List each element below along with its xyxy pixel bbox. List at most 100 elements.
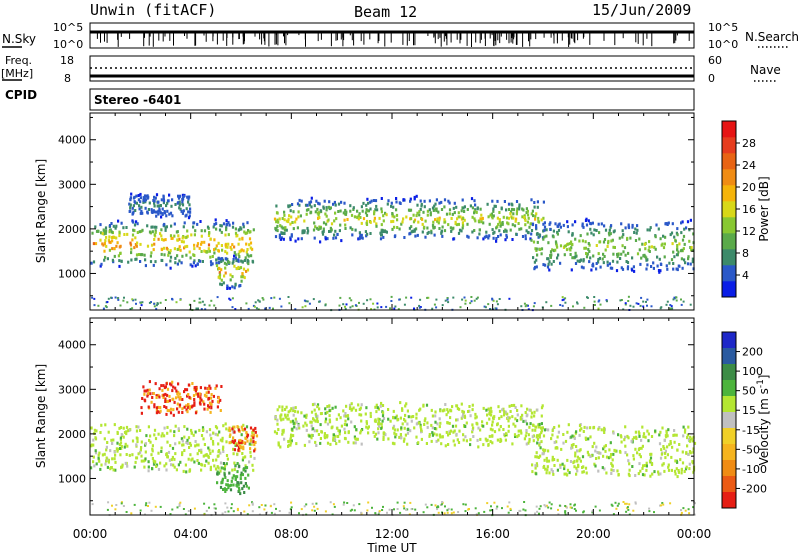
echo-cell bbox=[644, 435, 647, 439]
echo-cell bbox=[662, 246, 666, 250]
echo-cell bbox=[295, 420, 298, 424]
echo-cell bbox=[139, 260, 142, 263]
echo-cell bbox=[328, 418, 331, 422]
echo-cell bbox=[185, 408, 188, 412]
echo-cell bbox=[196, 262, 199, 266]
ground-scatter-cell bbox=[106, 301, 109, 303]
ground-scatter-cell bbox=[111, 504, 113, 507]
echo-cell bbox=[567, 423, 570, 427]
ground-scatter-cell bbox=[343, 501, 346, 504]
echo-cell bbox=[183, 425, 186, 429]
echo-cell bbox=[300, 411, 303, 415]
echo-cell bbox=[482, 221, 485, 225]
ground-scatter-cell bbox=[441, 304, 444, 307]
echo-cell bbox=[412, 220, 416, 224]
echo-cell bbox=[294, 409, 297, 413]
echo-cell bbox=[292, 434, 295, 438]
echo-cell bbox=[437, 221, 440, 225]
ground-scatter-cell bbox=[523, 501, 526, 503]
echo-cell bbox=[432, 220, 435, 224]
echo-cell bbox=[219, 224, 222, 228]
echo-cell bbox=[433, 204, 436, 208]
echo-cell bbox=[114, 468, 117, 472]
echo-cell bbox=[242, 456, 245, 460]
echo-cell bbox=[637, 430, 640, 434]
echo-cell bbox=[567, 230, 570, 234]
echo-cell bbox=[505, 208, 508, 212]
echo-cell bbox=[555, 440, 558, 444]
echo-cell bbox=[428, 434, 431, 438]
echo-cell bbox=[436, 217, 439, 221]
echo-cell bbox=[347, 417, 350, 421]
echo-cell bbox=[140, 459, 143, 463]
echo-cell bbox=[147, 460, 150, 464]
ground-scatter-cell bbox=[642, 300, 645, 303]
echo-cell bbox=[159, 461, 162, 465]
echo-cell bbox=[603, 255, 606, 258]
echo-cell bbox=[657, 269, 661, 272]
echo-cell bbox=[575, 472, 578, 476]
echo-cell bbox=[530, 232, 533, 236]
ground-scatter-cell bbox=[594, 304, 596, 306]
echo-cell bbox=[113, 247, 116, 251]
echo-cell bbox=[130, 247, 133, 251]
echo-cell bbox=[411, 229, 414, 233]
echo-cell bbox=[181, 443, 184, 447]
echo-cell bbox=[492, 417, 495, 421]
echo-cell bbox=[354, 228, 357, 232]
echo-cell bbox=[249, 439, 252, 443]
echo-cell bbox=[431, 414, 434, 418]
echo-cell bbox=[188, 405, 191, 409]
echo-cell bbox=[603, 431, 606, 434]
echo-cell bbox=[128, 210, 131, 213]
echo-cell bbox=[179, 207, 182, 211]
echo-cell bbox=[438, 417, 441, 421]
echo-cell bbox=[298, 203, 301, 207]
echo-cell bbox=[503, 229, 506, 233]
echo-cell bbox=[395, 197, 398, 200]
echo-cell bbox=[573, 435, 576, 439]
ground-scatter-cell bbox=[198, 301, 201, 304]
echo-cell bbox=[448, 208, 452, 212]
echo-cell bbox=[499, 233, 502, 237]
echo-cell bbox=[251, 247, 254, 251]
echo-cell bbox=[471, 423, 474, 427]
echo-cell bbox=[530, 229, 534, 232]
echo-cell bbox=[541, 404, 544, 408]
velocity-colorbar-label-sup: -1 bbox=[756, 379, 766, 388]
echo-cell bbox=[681, 266, 684, 270]
echo-cell bbox=[503, 413, 506, 417]
ground-scatter-cell bbox=[115, 504, 118, 506]
echo-cell bbox=[189, 210, 192, 214]
echo-cell bbox=[199, 402, 202, 406]
echo-cell bbox=[105, 235, 108, 239]
echo-cell bbox=[374, 199, 378, 203]
ground-scatter-cell bbox=[591, 510, 594, 513]
echo-cell bbox=[392, 424, 396, 428]
ground-scatter-cell bbox=[446, 511, 449, 514]
echo-cell bbox=[196, 452, 199, 456]
echo-cell bbox=[237, 428, 240, 432]
echo-cell bbox=[621, 244, 624, 248]
echo-cell bbox=[551, 470, 554, 473]
echo-cell bbox=[148, 380, 151, 384]
echo-cell bbox=[115, 236, 118, 240]
echo-cell bbox=[627, 436, 630, 440]
echo-cell bbox=[375, 224, 378, 228]
echo-cell bbox=[511, 415, 514, 419]
ground-scatter-cell bbox=[659, 307, 662, 310]
echo-cell bbox=[493, 204, 496, 208]
echo-cell bbox=[220, 481, 223, 485]
echo-cell bbox=[428, 199, 431, 203]
echo-cell bbox=[382, 432, 385, 436]
echo-cell bbox=[634, 239, 638, 242]
echo-cell bbox=[220, 224, 223, 228]
echo-cell bbox=[120, 433, 123, 436]
echo-cell bbox=[118, 231, 121, 235]
echo-cell bbox=[160, 228, 163, 232]
echo-cell bbox=[104, 462, 107, 466]
echo-cell bbox=[548, 222, 551, 226]
echo-cell bbox=[122, 226, 125, 230]
echo-cell bbox=[150, 400, 153, 404]
